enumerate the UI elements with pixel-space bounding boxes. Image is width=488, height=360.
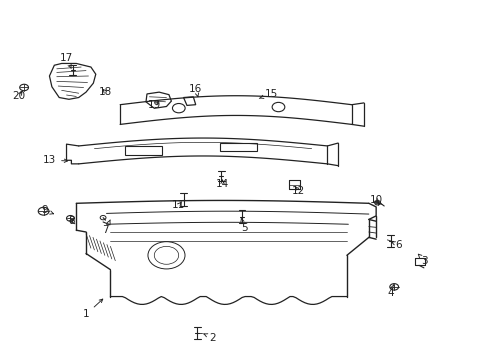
Text: 15: 15 [259, 89, 277, 99]
Text: 13: 13 [43, 155, 67, 165]
Text: 10: 10 [369, 195, 382, 205]
Text: 3: 3 [417, 254, 427, 266]
Text: 9: 9 [41, 206, 54, 216]
Text: 4: 4 [386, 285, 393, 298]
Text: 19: 19 [147, 100, 161, 110]
Text: 12: 12 [291, 186, 304, 196]
Text: 11: 11 [172, 200, 185, 210]
Text: 14: 14 [216, 179, 229, 189]
Text: 1: 1 [82, 299, 102, 319]
Bar [220, 143, 256, 151]
Bar [125, 146, 161, 155]
Text: 17: 17 [60, 53, 73, 68]
Text: 18: 18 [99, 87, 112, 97]
Text: 16: 16 [189, 84, 202, 97]
Text: 2: 2 [203, 333, 216, 343]
Text: 20: 20 [13, 91, 26, 101]
Text: 6: 6 [391, 239, 401, 249]
Text: 5: 5 [240, 218, 247, 233]
Text: 8: 8 [68, 216, 75, 226]
Text: 7: 7 [102, 220, 110, 235]
